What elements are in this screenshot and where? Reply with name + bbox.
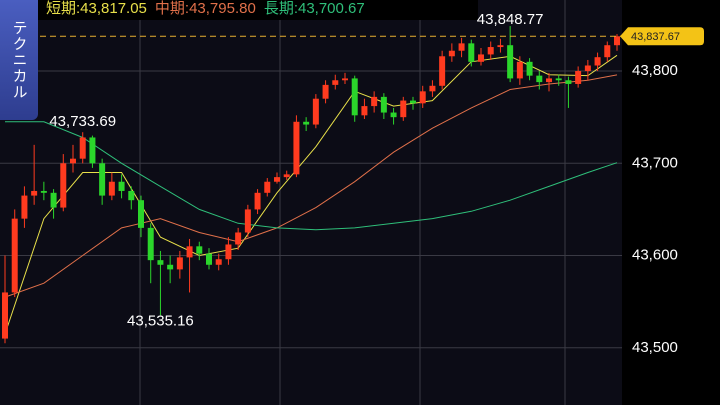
price-annotation: 43,848.77 <box>477 11 544 28</box>
candle-body <box>565 80 572 84</box>
candle-body <box>322 84 329 99</box>
candle-body <box>225 244 232 260</box>
candle-body <box>176 257 183 270</box>
candle-body <box>516 61 523 79</box>
candle-body <box>410 100 416 104</box>
side-tab[interactable]: テクニカル <box>0 0 38 120</box>
candle-body <box>468 43 475 62</box>
candle-body <box>283 174 290 178</box>
candle-body <box>332 80 339 85</box>
candle-body <box>215 259 222 265</box>
candle-body <box>186 246 193 258</box>
candle-body <box>157 260 164 265</box>
candle-body <box>312 98 319 125</box>
legend-entry: 中期:43,795.80 <box>155 0 256 17</box>
candle-body <box>429 85 436 92</box>
plot-bg <box>0 0 622 405</box>
candle-body <box>50 192 57 208</box>
candle-body <box>70 158 76 164</box>
legend-entry: 短期:43,817.05 <box>46 0 147 17</box>
candle-body <box>575 71 582 84</box>
legend-bg <box>38 0 478 20</box>
candle-body <box>244 209 251 233</box>
candle-body <box>108 181 115 196</box>
candle-body <box>594 57 601 66</box>
candle-body <box>167 264 174 270</box>
candle-body <box>138 200 144 228</box>
candle-body <box>458 43 465 51</box>
candle-body <box>536 75 543 83</box>
candle-body <box>361 106 368 116</box>
candle-body <box>448 50 455 57</box>
candle-body <box>478 54 484 62</box>
price-annotation: 43,733.69 <box>49 113 116 130</box>
candle-body <box>351 78 358 116</box>
candle-body <box>254 192 261 210</box>
candle-body <box>390 112 397 118</box>
legend-entry: 長期:43,700.67 <box>264 0 365 17</box>
candle-body <box>497 45 504 48</box>
candle-body <box>235 232 242 245</box>
candle-body <box>555 78 562 81</box>
axis-bg <box>622 0 720 405</box>
candle-body <box>614 36 620 46</box>
candle-body <box>274 177 280 182</box>
candle-body <box>128 190 135 201</box>
y-tick-label: 43,800 <box>632 62 678 79</box>
candle-body <box>11 218 18 293</box>
candle-body <box>89 137 96 164</box>
candle-body <box>264 181 271 193</box>
candle-body <box>99 163 106 196</box>
candle-body <box>546 78 552 83</box>
candle-body <box>371 96 378 107</box>
y-tick-label: 43,700 <box>632 154 678 171</box>
candle-body <box>400 100 407 118</box>
candle-body <box>487 47 494 55</box>
candle-body <box>206 253 212 265</box>
candle-body <box>196 246 203 254</box>
ma-line <box>5 121 618 231</box>
candle-body <box>584 65 591 72</box>
price-annotation: 43,535.16 <box>127 312 194 329</box>
candle-body <box>380 96 387 113</box>
ma-line <box>4 54 618 335</box>
last-price-label: 43,837.67 <box>631 31 680 43</box>
candle-body <box>21 195 28 219</box>
ma-line <box>4 74 618 298</box>
candle-body <box>507 45 514 79</box>
y-tick-label: 43,600 <box>632 247 678 264</box>
candle-body <box>604 45 611 58</box>
candle-body <box>303 121 310 125</box>
candle-body <box>147 227 154 261</box>
candle-body <box>526 61 533 76</box>
candle-body <box>2 292 8 339</box>
candle-body <box>293 121 300 175</box>
candle-body <box>342 78 348 81</box>
candle-body <box>40 190 47 193</box>
candle-body <box>118 181 125 191</box>
candle-body <box>31 190 38 196</box>
last-price-tag <box>620 27 704 46</box>
candle-body <box>60 163 67 208</box>
candle-body <box>79 137 86 159</box>
y-tick-label: 43,500 <box>632 339 678 356</box>
candle-body <box>439 56 446 86</box>
candle-body <box>419 91 426 104</box>
